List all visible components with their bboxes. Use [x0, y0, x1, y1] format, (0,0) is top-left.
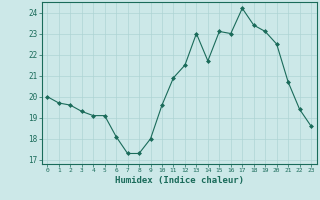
- X-axis label: Humidex (Indice chaleur): Humidex (Indice chaleur): [115, 176, 244, 185]
